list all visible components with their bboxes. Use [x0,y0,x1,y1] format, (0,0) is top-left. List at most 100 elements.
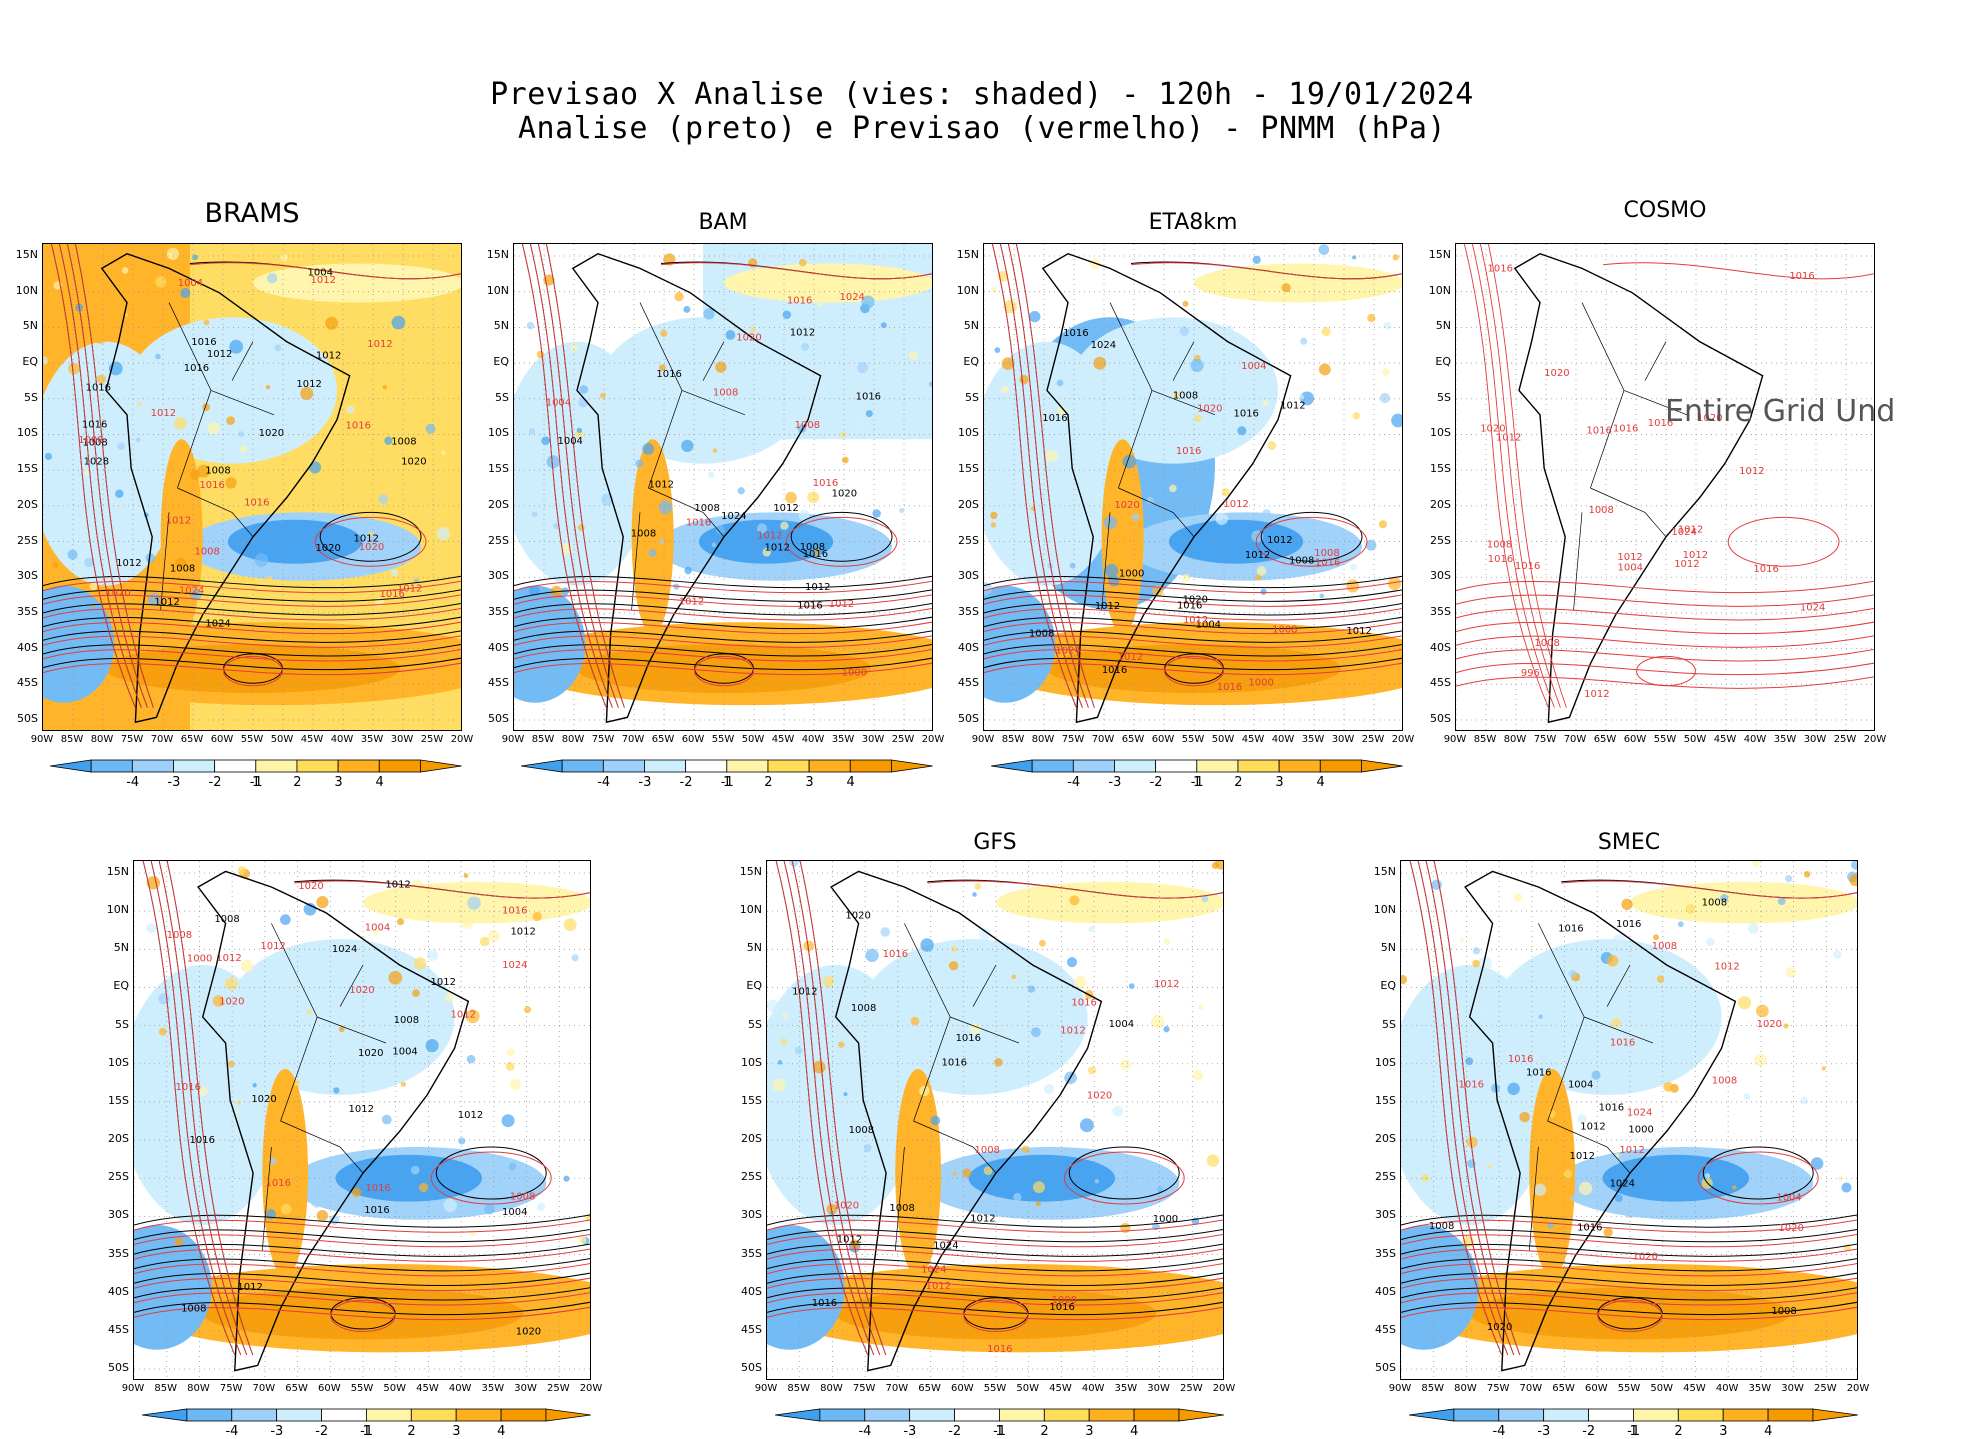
colorbar [50,759,463,773]
isobar-label: 1008 [800,542,825,553]
colorbar-swatch [1320,759,1363,773]
lat-tick-label: 15N [486,248,509,261]
lat-tick-label: 15S [958,462,979,476]
isobar-labels: 1012101610161008101210121016101210201024… [1029,328,1372,693]
lon-tick-label: 70W [1519,1383,1543,1394]
isobar-label: 1008 [1052,1295,1077,1306]
lat-tick-label: 20S [17,497,38,511]
lat-tick-label: 25S [958,533,979,547]
lon-tick-label: 85W [60,734,84,745]
colorbar-label: -4 [126,775,140,790]
lat-tick-label: 10N [106,903,129,917]
map-canvas: 1020 1012 1008 1012 1016 1012 1012 1020 1024 1016… [134,861,590,1379]
lat-tick-label: 15N [1373,865,1396,878]
coastline [1041,252,1292,724]
isobar-label: 1016 [1789,271,1814,282]
map-canvas: 1012101610161008101210121016101210201024… [984,244,1402,730]
isobar-label: 1008 [82,438,107,449]
isobar-label: 1016 [1217,682,1242,693]
lat-tick-label: 40S [958,640,979,654]
isobar-label: 1000 [1153,1214,1178,1225]
isobar-label: 1012 [1570,1151,1595,1162]
colorbar-label: 4 [1130,1424,1139,1439]
isobar-label: 1020 [349,985,374,996]
isobar-label: 1008 [1771,1306,1796,1317]
coastline [571,252,822,724]
lat-tick-label: 5S [748,1017,762,1031]
isobar-label: 1012 [1280,401,1305,412]
isobar-label: 1004 [1109,1019,1134,1030]
isobar-label: 1004 [365,923,390,934]
colorbar-label: -1 [1627,1424,1641,1439]
isobar-label: 1016 [1613,423,1638,434]
lat-tick-label: EQ [1435,355,1451,369]
colorbar-label: 3 [1085,1424,1094,1439]
lat-tick-label: 5S [115,1017,129,1031]
isobar-label: 1012 [792,986,817,997]
lat-tick-label: 40S [17,640,38,654]
lon-tick-label: 60W [950,1383,974,1394]
isobar-label: 1012 [397,584,422,595]
lon-tick-label: 35W [360,734,384,745]
isobar-label: 1012 [1118,652,1143,663]
panel-title: BRAMS [204,198,300,229]
isobar-label: 1024 [1671,527,1696,538]
isobar-label: 1004 [1568,1080,1593,1091]
lon-tick-label: 30W [1781,1383,1804,1394]
isobar-label: 1012 [216,953,241,964]
lat-tick-label: EQ [963,355,979,369]
lon-tick-label: 85W [1421,1383,1445,1394]
isobar-label: 1020 [832,488,857,499]
lat-tick-label: 45S [488,676,509,690]
lon-tick-label: 85W [787,1383,811,1394]
isobar-label: 1008 [1289,556,1314,567]
lon-tick-label: 30W [390,734,414,745]
panel-title: BAM [698,210,748,235]
isobars [767,861,1223,1356]
lon-tick-label: 40W [801,734,825,745]
lat-tick-label: 20S [958,497,979,511]
isobar-labels: 1012101210161012100810161012101210161016… [1480,263,1825,699]
lat-tick-label: 5N [22,319,38,333]
lon-tick-label: 85W [531,734,555,745]
lat-tick-label: 5N [963,319,979,333]
isobar-label: 1024 [332,944,357,955]
isobar-label: 1016 [364,1205,389,1216]
lon-tick-label: 30W [1147,1383,1170,1394]
colorbar-label: -4 [225,1424,239,1439]
colorbar-swatch [1678,1408,1724,1422]
isobar-label: 1008 [713,388,738,399]
isobars [134,861,590,1356]
isobar-labels: 1016101210081012100810121016102010241012… [546,292,881,679]
isobar-label: 1016 [190,1135,215,1146]
lon-tick-label: 80W [1503,734,1527,745]
isobar-label: 1008 [795,420,820,431]
lon-tick-label: 55W [240,734,264,745]
lon-tick-label: 80W [561,734,585,745]
lon-tick-label: 25W [546,1383,570,1394]
lon-tick-label: 65W [285,1383,308,1394]
isobar-label: 1016 [1042,413,1067,424]
isobar-label: 1008 [181,1304,206,1315]
isobars [43,244,461,708]
lat-tick-label: 10N [956,283,979,297]
colorbar-swatch [366,1408,412,1422]
colorbar-swatch [1114,759,1157,773]
colorbar-label: 4 [375,775,384,790]
lon-tick-label: 60W [210,734,234,745]
lon-tick-label: 90W [971,734,995,745]
lat-lon-grid [134,861,590,1379]
isobar-label: 1016 [82,420,107,431]
lon-tick-label: 30W [1803,734,1827,745]
lat-tick-label: 40S [1430,640,1451,654]
country-borders [1528,923,1654,1252]
lon-tick-label: 80W [1454,1383,1477,1394]
coastline [100,252,351,724]
isobar-label: 1012 [385,879,410,890]
coastline [830,870,1103,1372]
lat-tick-label: 25S [1430,533,1451,547]
lat-tick-label: 50S [1430,712,1451,725]
isobar-label: 1024 [721,511,746,522]
isobar-label: 1008 [974,1145,999,1156]
